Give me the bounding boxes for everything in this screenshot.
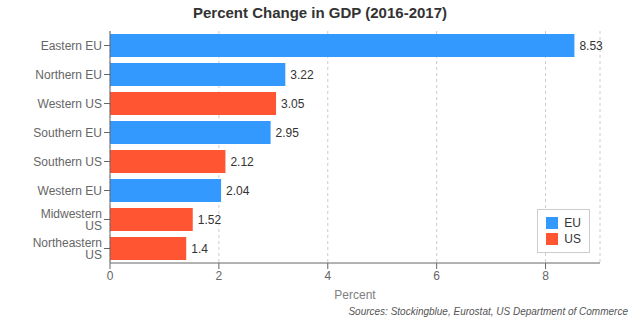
html-text:Sources: Stockingblue, Eurosta: Sources: Stockingblue, Eurostat, US Depa… <box>348 306 628 317</box>
svg-text:Western US: Western US <box>38 97 102 111</box>
svg-text:1.52: 1.52 <box>198 213 222 227</box>
svg-text:Southern US: Southern US <box>33 155 102 169</box>
svg-text:2.04: 2.04 <box>226 184 250 198</box>
html-text:EU: EU <box>564 216 581 230</box>
svg-text:MidwesternUS: MidwesternUS <box>41 207 102 233</box>
svg-text:6: 6 <box>433 269 440 283</box>
svg-text:Western EU: Western EU <box>38 184 102 198</box>
svg-text:Eastern EU: Eastern EU <box>41 39 102 53</box>
svg-text:Northern EU: Northern EU <box>35 68 102 82</box>
svg-text:NortheasternUS: NortheasternUS <box>33 236 102 262</box>
svg-text:1.4: 1.4 <box>191 242 208 256</box>
svg-text:3.22: 3.22 <box>290 68 314 82</box>
svg-text:2.95: 2.95 <box>276 126 300 140</box>
svg-text:8: 8 <box>542 269 549 283</box>
svg-text:3.05: 3.05 <box>281 97 305 111</box>
html-text:US: US <box>564 232 581 246</box>
svg-text:4: 4 <box>324 269 331 283</box>
svg-text:Percent: Percent <box>334 288 376 302</box>
svg-text:0: 0 <box>107 269 114 283</box>
html-text:Percent Change in GDP (2016-20: Percent Change in GDP (2016-2017) <box>193 4 447 21</box>
svg-text:8.53: 8.53 <box>579 39 603 53</box>
svg-text:2: 2 <box>216 269 223 283</box>
svg-text:2.12: 2.12 <box>230 155 254 169</box>
svg-text:Southern EU: Southern EU <box>33 126 102 140</box>
